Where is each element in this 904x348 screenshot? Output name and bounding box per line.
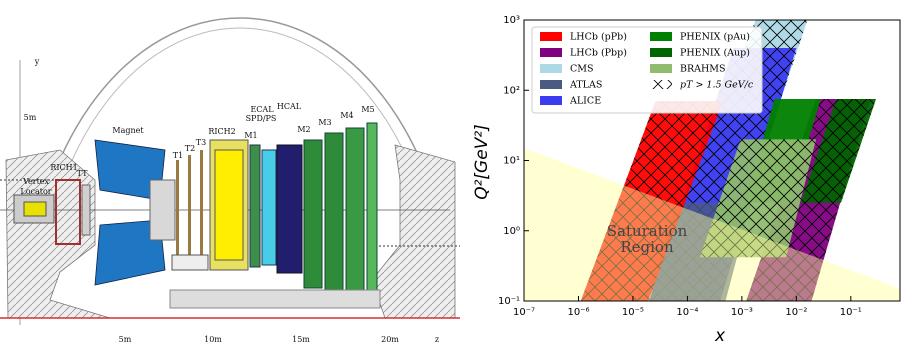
legend-label: BRAHMS xyxy=(680,64,726,75)
figure: VertexLocator RICH1TT Magnet T1T2T3RICH2 M1 S… xyxy=(0,0,904,348)
component-label: SPD/PS xyxy=(246,114,277,123)
legend-label: PHENIX (pAu) xyxy=(680,32,750,43)
legend-swatch xyxy=(540,64,562,73)
component-label: HCAL xyxy=(277,102,302,111)
component-label: RICH2 xyxy=(208,127,235,136)
legend-label: LHCb (pPb) xyxy=(570,32,627,43)
axis-label: 20m xyxy=(381,335,399,344)
component-label: M5 xyxy=(361,105,374,114)
legend-swatch xyxy=(650,80,672,89)
x-tick-label: 10⁻¹ xyxy=(840,307,862,318)
component-label: Locator xyxy=(20,187,51,196)
component-label: RICH1 xyxy=(50,163,77,172)
x-tick-label: 10⁻⁵ xyxy=(622,307,644,318)
component-label: Vertex xyxy=(22,177,50,186)
y-tick-label: 10⁻¹ xyxy=(498,296,520,307)
legend-label: PHENIX (Aup) xyxy=(680,48,750,59)
annotation: Region xyxy=(620,238,674,256)
x-tick-label: 10⁻⁷ xyxy=(513,307,535,318)
legend-label: ATLAS xyxy=(569,80,602,91)
component-label: M3 xyxy=(318,118,331,127)
legend-swatch xyxy=(650,64,672,73)
component-label: M1 xyxy=(244,131,257,140)
x-tick-label: 10⁻⁴ xyxy=(676,307,698,318)
y-tick-label: 10¹ xyxy=(503,156,520,167)
y-tick-label: 10⁰ xyxy=(503,226,520,237)
component-label: Magnet xyxy=(112,126,144,135)
axis-label: 5m xyxy=(119,335,132,344)
axis-label: y xyxy=(34,57,40,66)
component-label: TT xyxy=(77,169,88,178)
component-label: T1 xyxy=(173,151,183,160)
legend-swatch xyxy=(540,32,562,41)
component-label: M4 xyxy=(340,111,353,120)
legend-swatch xyxy=(540,80,562,89)
legend-label: ALICE xyxy=(569,96,601,107)
y-tick-label: 10³ xyxy=(503,15,520,26)
y-axis-label: Q²[GeV²] xyxy=(472,124,492,200)
legend-label: pT > 1.5 GeV/c xyxy=(680,80,754,91)
legend-label: CMS xyxy=(570,64,594,75)
component-label: M2 xyxy=(297,125,310,134)
component-label: T3 xyxy=(196,138,206,147)
x-axis-label: x xyxy=(714,326,726,346)
legend-swatch xyxy=(540,96,562,105)
x-tick-label: 10⁻⁶ xyxy=(567,307,589,318)
axis-label: 5m xyxy=(24,113,37,122)
axis-label: 15m xyxy=(292,335,310,344)
x-tick-label: 10⁻² xyxy=(785,307,807,318)
legend-swatch xyxy=(540,48,562,57)
component-label: T2 xyxy=(185,144,195,153)
x-tick-label: 10⁻³ xyxy=(731,307,753,318)
legend-swatch xyxy=(650,48,672,57)
y-tick-label: 10² xyxy=(503,85,520,96)
axis-label: 10m xyxy=(204,335,222,344)
axis-label: z xyxy=(435,335,439,344)
component-label: ECAL xyxy=(250,105,274,114)
legend-label: LHCb (Pbp) xyxy=(570,48,627,59)
legend-swatch xyxy=(650,32,672,41)
